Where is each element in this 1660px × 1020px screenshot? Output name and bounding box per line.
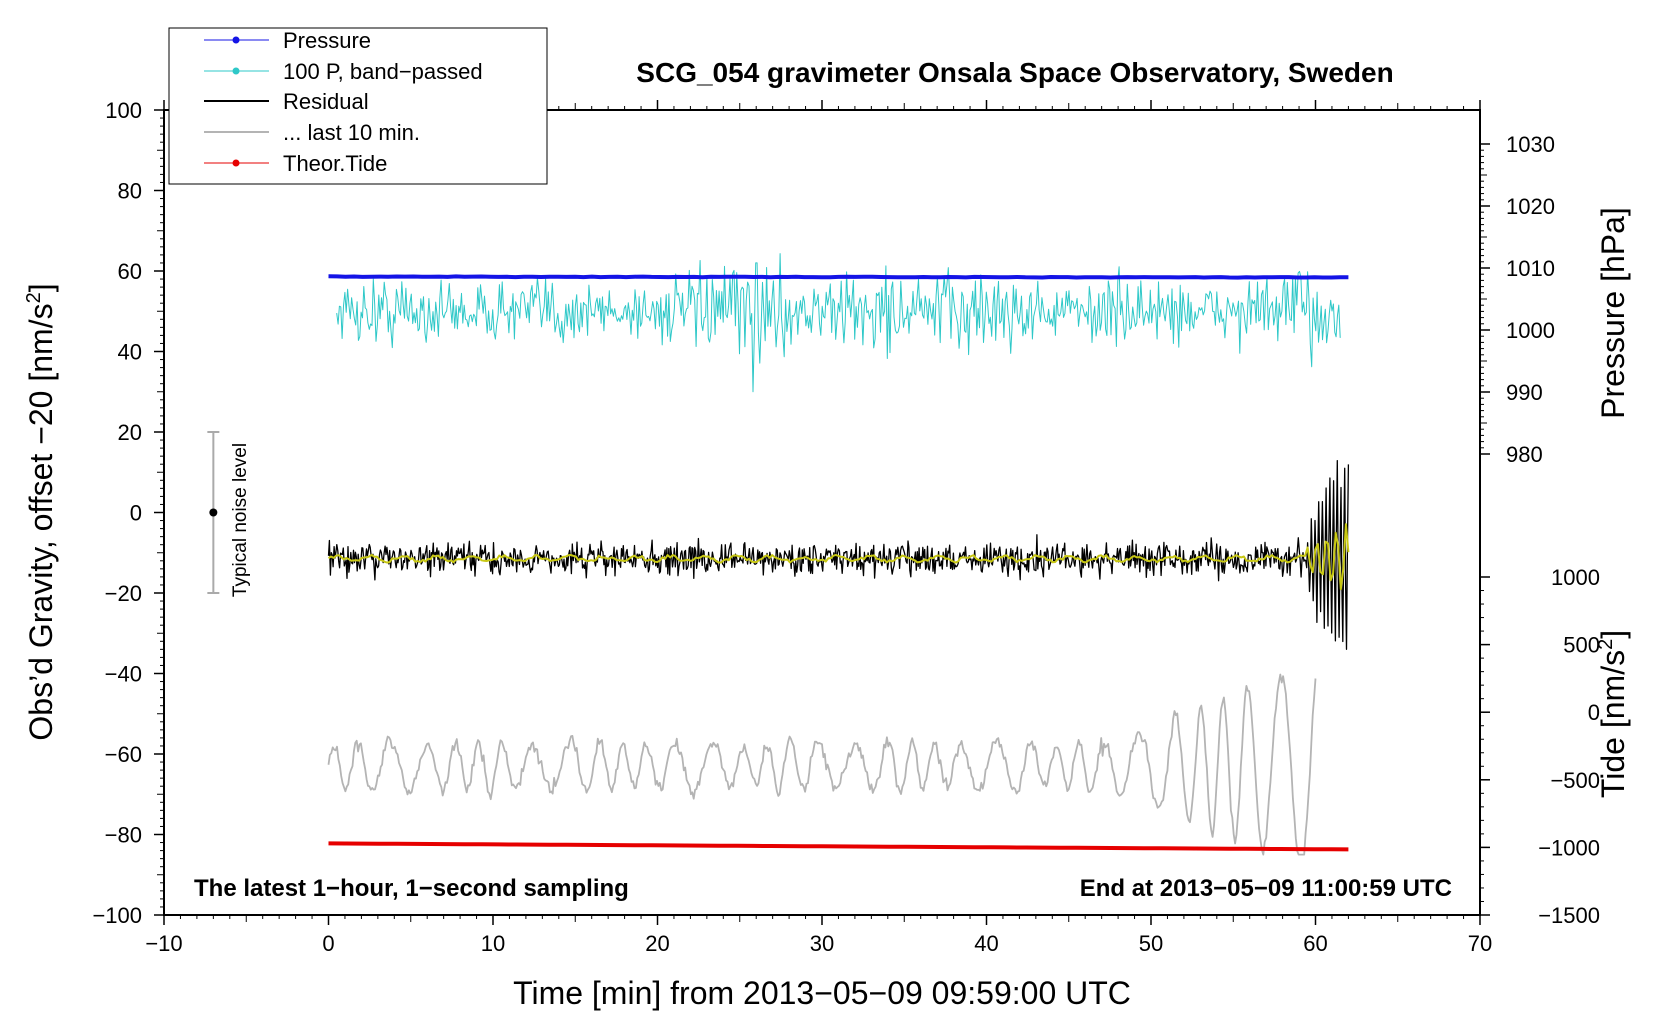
x-tick-label: 10 (481, 931, 505, 956)
series-theor-tide (328, 841, 1349, 852)
pressure-tick-label: 1000 (1506, 318, 1555, 343)
chart-title: SCG_054 gravimeter Onsala Space Observat… (636, 57, 1393, 88)
pressure-tick-label: 1030 (1506, 132, 1555, 157)
x-tick-label: 40 (974, 931, 998, 956)
tide-axis-label-sup: 2 (1595, 639, 1617, 650)
legend-label-pressure: Pressure (283, 28, 371, 53)
y-tick-label: 0 (130, 501, 142, 526)
legend: Pressure 100 P, band−passed Residual ...… (168, 27, 548, 185)
series-residual (327, 459, 1350, 650)
y-tick-label: −80 (105, 823, 142, 848)
x-tick-label: 50 (1139, 931, 1163, 956)
tide-axis-label-main: Tide [nm/s (1595, 650, 1631, 798)
x-tick-label: 20 (645, 931, 669, 956)
tide-tick-label: −500 (1550, 768, 1600, 793)
y-tick-label: 100 (105, 98, 142, 123)
y-tick-label: −40 (105, 662, 142, 687)
x-tick-label: 70 (1468, 931, 1492, 956)
x-tick-label: 0 (322, 931, 334, 956)
legend-marker-pressure (232, 36, 240, 44)
pressure-tick-label: 1020 (1506, 194, 1555, 219)
tide-axis-label: Tide [nm/s2] (1595, 630, 1631, 798)
y-tick-label: 20 (118, 420, 142, 445)
y-tick-label: 40 (118, 340, 142, 365)
legend-label-last10: ... last 10 min. (283, 120, 420, 145)
y-axis-label: Obs’d Gravity, offset −20 [nm/s2] (23, 283, 59, 740)
y-tick-label: −100 (92, 903, 142, 928)
y-tick-label: 60 (118, 259, 142, 284)
noise-bar-center (209, 508, 218, 517)
legend-marker-tide (232, 159, 240, 167)
y-tick-label: 80 (118, 179, 142, 204)
legend-box (168, 27, 548, 185)
y-tick-label: −20 (105, 581, 142, 606)
x-tick-label: 30 (810, 931, 834, 956)
series-residual-smoothed (327, 523, 1350, 591)
series-band-passed (336, 253, 1341, 393)
y-tick-label: −60 (105, 742, 142, 767)
legend-label-residual: Residual (283, 89, 369, 114)
legend-label-bandpassed: 100 P, band−passed (283, 59, 483, 84)
note-left: The latest 1−hour, 1−second sampling (194, 875, 629, 902)
tide-tick-label: −1500 (1538, 903, 1600, 928)
tide-tick-label: 0 (1588, 700, 1600, 725)
y-axis-label-close: ] (23, 283, 59, 292)
y-axis-label-main: Obs’d Gravity, offset −20 [nm/s (23, 303, 59, 740)
tide-tick-label: 1000 (1551, 565, 1600, 590)
plot-frame (163, 109, 1481, 916)
x-axis-label: Time [min] from 2013−05−09 09:59:00 UTC (513, 975, 1131, 1011)
series-last-10-min (327, 673, 1317, 856)
series-pressure (328, 274, 1349, 280)
legend-marker-bandpassed (232, 67, 240, 75)
noise-label: Typical noise level (230, 443, 251, 597)
tide-tick-label: −1000 (1538, 835, 1600, 860)
pressure-axis-label: Pressure [hPa] (1595, 207, 1631, 419)
pressure-tick-label: 980 (1506, 442, 1543, 467)
tide-axis-label-close: ] (1595, 630, 1631, 639)
legend-label-tide: Theor.Tide (283, 151, 387, 176)
ticks-layer: −10 0 10 20 30 40 50 60 70−100−80−60−40−20020406… (92, 98, 1600, 956)
y-axis-label-sup: 2 (23, 292, 45, 303)
note-right: End at 2013−05−09 11:00:59 UTC (1080, 875, 1452, 902)
pressure-tick-label: 990 (1506, 380, 1543, 405)
pressure-tick-label: 1010 (1506, 256, 1555, 281)
x-tick-label: 60 (1303, 931, 1327, 956)
x-tick-label: −10 (145, 931, 182, 956)
noise-indicator (207, 431, 220, 594)
series-layer (327, 253, 1350, 856)
tide-tick-label: 500 (1563, 633, 1600, 658)
